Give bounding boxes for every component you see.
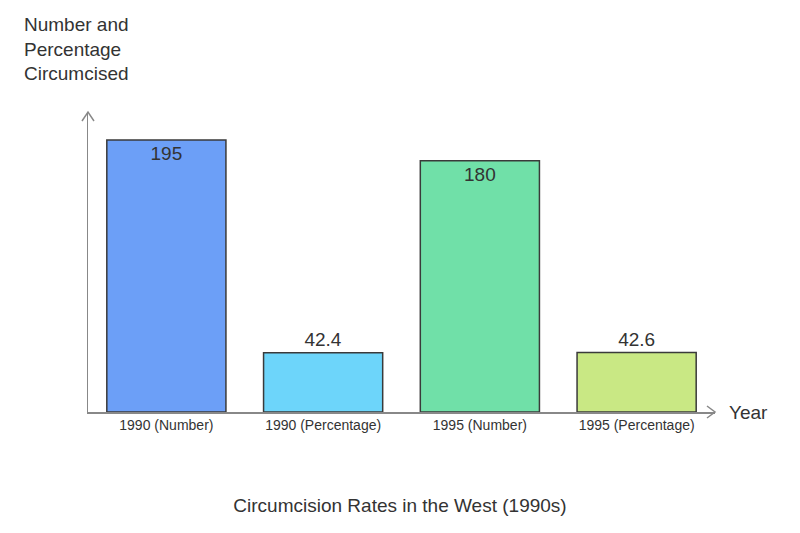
svg-text:Number andPercentageCircumcise: Number andPercentageCircumcised — [24, 14, 129, 84]
svg-text:1990 (Percentage): 1990 (Percentage) — [265, 417, 381, 433]
svg-text:1995 (Number): 1995 (Number) — [433, 417, 527, 433]
svg-text:42.6: 42.6 — [618, 329, 655, 350]
svg-text:Year: Year — [729, 402, 768, 423]
svg-text:1990 (Number): 1990 (Number) — [119, 417, 213, 433]
svg-text:195: 195 — [151, 143, 183, 164]
svg-text:180: 180 — [464, 164, 496, 185]
svg-text:Circumcision Rates in the West: Circumcision Rates in the West (1990s) — [233, 495, 566, 516]
svg-text:1995 (Percentage): 1995 (Percentage) — [579, 417, 695, 433]
svg-text:42.4: 42.4 — [304, 329, 341, 350]
